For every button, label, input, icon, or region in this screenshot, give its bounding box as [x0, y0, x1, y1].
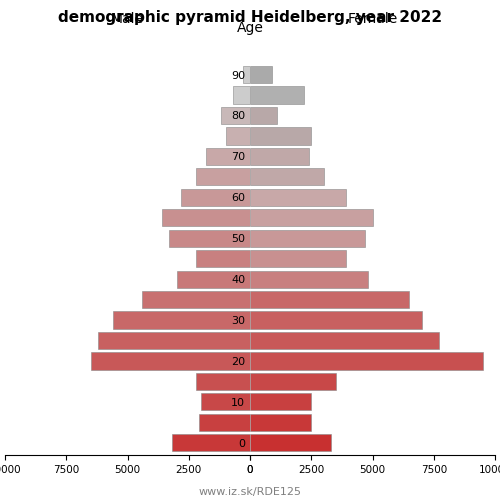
- Bar: [250, 352, 483, 370]
- Bar: [250, 148, 309, 165]
- Bar: [250, 434, 331, 452]
- Bar: [91, 352, 250, 370]
- Bar: [250, 66, 272, 83]
- Bar: [250, 393, 311, 410]
- Bar: [233, 86, 250, 104]
- Bar: [196, 250, 250, 267]
- Bar: [198, 414, 250, 431]
- Bar: [196, 373, 250, 390]
- Bar: [250, 209, 372, 226]
- Bar: [250, 128, 311, 144]
- Bar: [196, 168, 250, 186]
- Bar: [250, 250, 346, 267]
- Bar: [250, 188, 346, 206]
- Bar: [250, 291, 409, 308]
- Text: Age: Age: [236, 21, 264, 35]
- Bar: [206, 148, 250, 165]
- Bar: [172, 434, 250, 452]
- Bar: [250, 312, 422, 328]
- Bar: [162, 209, 250, 226]
- Bar: [169, 230, 250, 247]
- Bar: [250, 168, 324, 186]
- Bar: [250, 414, 311, 431]
- Bar: [182, 188, 250, 206]
- Bar: [250, 373, 336, 390]
- Bar: [250, 86, 304, 104]
- Text: www.iz.sk/RDE125: www.iz.sk/RDE125: [198, 487, 302, 497]
- Bar: [176, 270, 250, 287]
- Bar: [242, 66, 250, 83]
- Bar: [250, 230, 365, 247]
- Bar: [201, 393, 250, 410]
- Bar: [113, 312, 250, 328]
- Bar: [98, 332, 250, 349]
- Bar: [220, 107, 250, 124]
- Bar: [142, 291, 250, 308]
- Text: demographic pyramid Heidelberg, year 2022: demographic pyramid Heidelberg, year 202…: [58, 10, 442, 25]
- Text: Female: Female: [348, 12, 398, 26]
- Bar: [250, 270, 368, 287]
- Bar: [226, 128, 250, 144]
- Bar: [250, 332, 438, 349]
- Text: Male: Male: [111, 12, 144, 26]
- Bar: [250, 107, 277, 124]
